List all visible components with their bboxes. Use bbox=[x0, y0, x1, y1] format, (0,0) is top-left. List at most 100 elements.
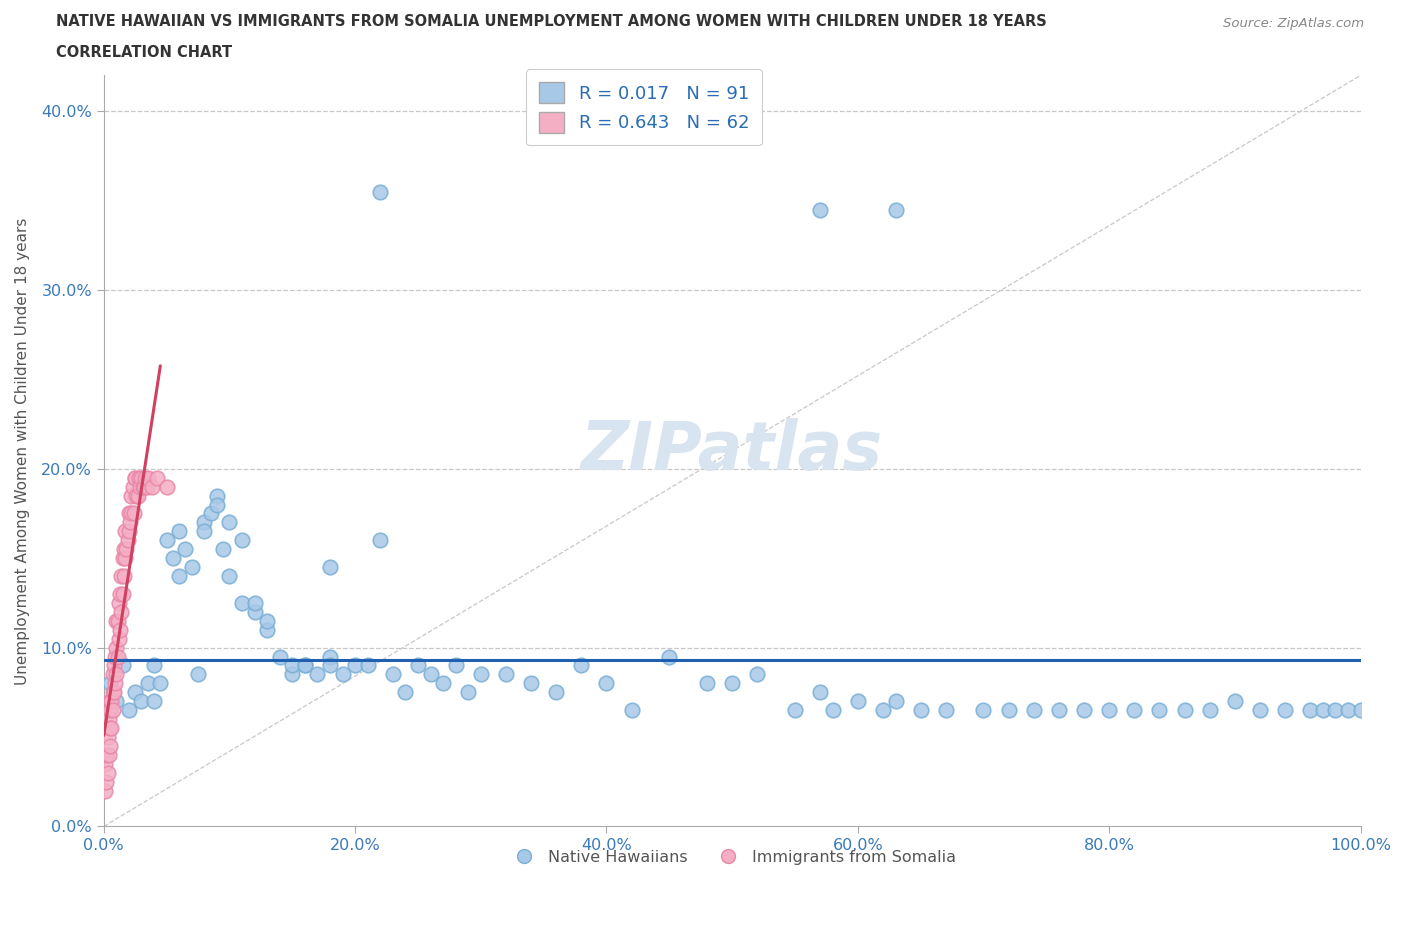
Point bbox=[111, 658, 134, 673]
Point bbox=[357, 658, 380, 673]
Point bbox=[218, 515, 240, 530]
Point bbox=[162, 551, 184, 565]
Point bbox=[187, 667, 209, 682]
Point bbox=[174, 542, 197, 557]
Point bbox=[118, 703, 141, 718]
Point bbox=[141, 479, 163, 494]
Point bbox=[149, 676, 172, 691]
Point bbox=[658, 649, 681, 664]
Point bbox=[269, 649, 291, 664]
Point bbox=[1174, 703, 1197, 718]
Point bbox=[696, 676, 718, 691]
Point bbox=[98, 694, 121, 709]
Point bbox=[120, 506, 142, 521]
Point bbox=[127, 488, 149, 503]
Point bbox=[406, 658, 429, 673]
Point bbox=[105, 667, 128, 682]
Text: CORRELATION CHART: CORRELATION CHART bbox=[56, 45, 232, 60]
Point bbox=[231, 595, 253, 610]
Point bbox=[281, 658, 304, 673]
Point bbox=[1337, 703, 1360, 718]
Point bbox=[747, 667, 769, 682]
Point bbox=[935, 703, 957, 718]
Y-axis label: Unemployment Among Women with Children Under 18 years: Unemployment Among Women with Children U… bbox=[15, 218, 30, 684]
Point bbox=[495, 667, 517, 682]
Point bbox=[132, 479, 155, 494]
Point bbox=[1223, 694, 1246, 709]
Point bbox=[808, 684, 831, 699]
Point bbox=[1198, 703, 1220, 718]
Point bbox=[546, 684, 568, 699]
Point bbox=[569, 658, 592, 673]
Point bbox=[98, 703, 121, 718]
Point bbox=[520, 676, 543, 691]
Point bbox=[112, 542, 135, 557]
Point bbox=[294, 658, 316, 673]
Point bbox=[872, 703, 894, 718]
Point bbox=[167, 524, 190, 538]
Point bbox=[432, 676, 454, 691]
Point bbox=[120, 488, 142, 503]
Point bbox=[94, 783, 117, 798]
Point bbox=[156, 479, 179, 494]
Point bbox=[243, 595, 266, 610]
Point bbox=[97, 748, 120, 763]
Point bbox=[1098, 703, 1121, 718]
Point bbox=[1047, 703, 1070, 718]
Point bbox=[368, 533, 391, 548]
Point bbox=[107, 613, 129, 628]
Point bbox=[1149, 703, 1171, 718]
Point bbox=[105, 613, 128, 628]
Point bbox=[108, 622, 131, 637]
Point bbox=[100, 721, 122, 736]
Point bbox=[180, 560, 202, 575]
Point bbox=[135, 479, 157, 494]
Point bbox=[98, 738, 121, 753]
Point bbox=[96, 774, 118, 789]
Point bbox=[256, 613, 278, 628]
Point bbox=[332, 667, 354, 682]
Point bbox=[884, 202, 907, 217]
Point bbox=[124, 684, 146, 699]
Point bbox=[368, 184, 391, 199]
Point bbox=[124, 471, 146, 485]
Point bbox=[470, 667, 492, 682]
Point bbox=[122, 506, 145, 521]
Text: ZIPatlas: ZIPatlas bbox=[581, 418, 883, 484]
Point bbox=[972, 703, 994, 718]
Point bbox=[1299, 703, 1322, 718]
Point bbox=[1350, 703, 1372, 718]
Point bbox=[1312, 703, 1334, 718]
Point bbox=[117, 533, 139, 548]
Point bbox=[997, 703, 1019, 718]
Point bbox=[821, 703, 844, 718]
Point bbox=[319, 649, 342, 664]
Point bbox=[118, 524, 141, 538]
Point bbox=[243, 604, 266, 619]
Point bbox=[121, 479, 143, 494]
Point bbox=[96, 748, 118, 763]
Point bbox=[132, 479, 155, 494]
Point bbox=[620, 703, 643, 718]
Point bbox=[1022, 703, 1045, 718]
Point bbox=[131, 694, 153, 709]
Point bbox=[344, 658, 367, 673]
Point bbox=[108, 595, 131, 610]
Point bbox=[118, 506, 141, 521]
Point bbox=[307, 667, 329, 682]
Point bbox=[98, 721, 121, 736]
Point bbox=[910, 703, 932, 718]
Point bbox=[108, 587, 131, 602]
Point bbox=[104, 676, 127, 691]
Point bbox=[218, 568, 240, 583]
Point bbox=[114, 524, 136, 538]
Point bbox=[97, 729, 120, 744]
Point bbox=[457, 684, 479, 699]
Point bbox=[136, 676, 159, 691]
Point bbox=[103, 658, 125, 673]
Point bbox=[94, 756, 117, 771]
Point bbox=[97, 711, 120, 726]
Point bbox=[107, 649, 129, 664]
Point bbox=[111, 587, 134, 602]
Point bbox=[143, 658, 166, 673]
